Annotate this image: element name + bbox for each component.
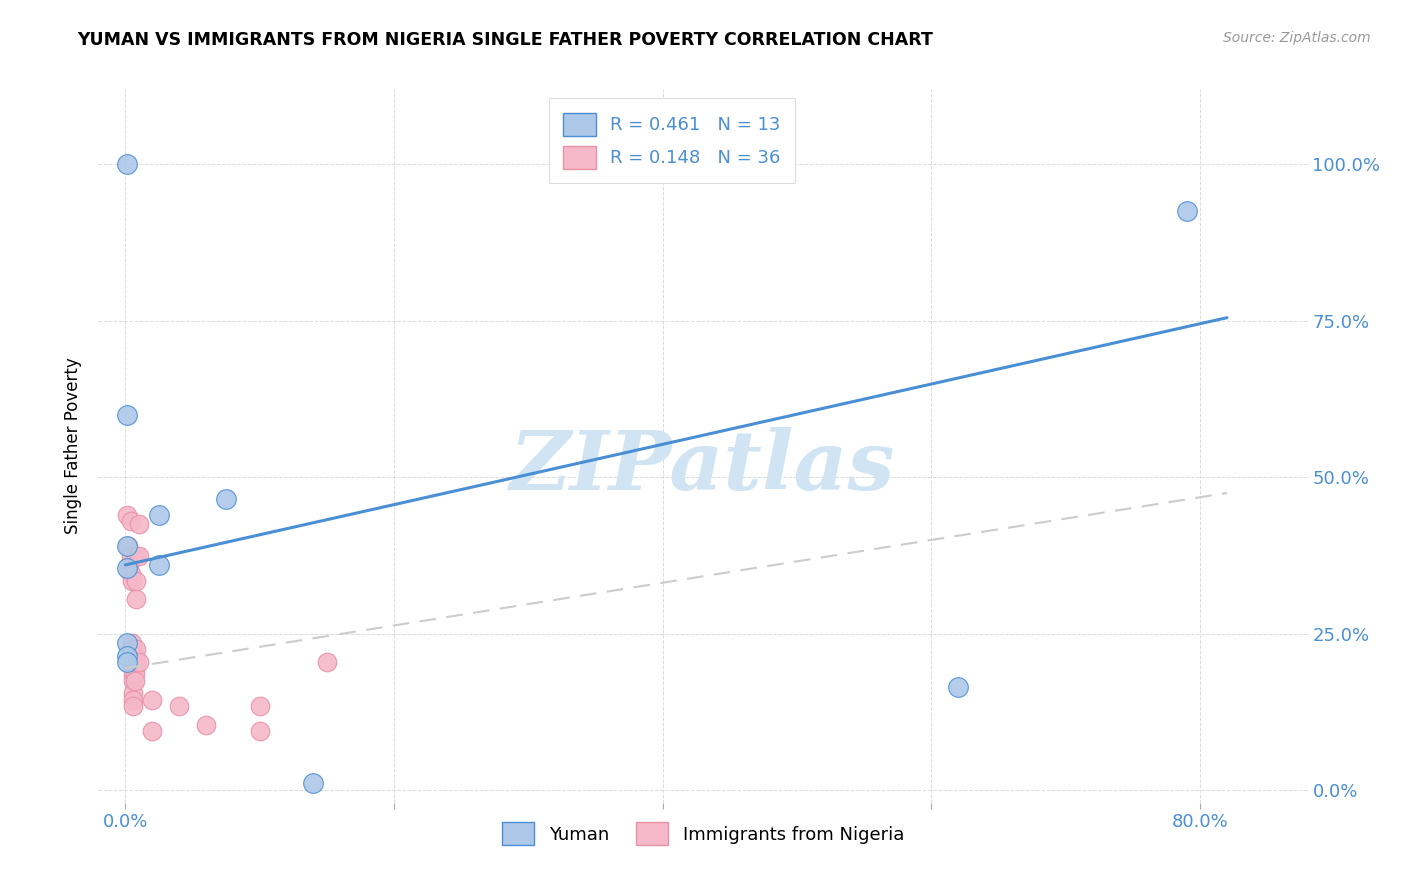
- Point: [115, 539, 138, 553]
- Point: [122, 667, 145, 681]
- Text: Source: ZipAtlas.com: Source: ZipAtlas.com: [1223, 31, 1371, 45]
- Point: [115, 648, 138, 663]
- Point: [122, 698, 145, 713]
- Point: [120, 514, 142, 528]
- Point: [141, 692, 163, 706]
- Point: [115, 508, 138, 522]
- Point: [115, 561, 138, 575]
- Point: [122, 661, 145, 675]
- Point: [125, 549, 148, 563]
- Point: [122, 673, 145, 688]
- Point: [121, 642, 143, 657]
- Point: [315, 655, 337, 669]
- Point: [117, 539, 139, 553]
- Point: [167, 698, 190, 713]
- Text: YUMAN VS IMMIGRANTS FROM NIGERIA SINGLE FATHER POVERTY CORRELATION CHART: YUMAN VS IMMIGRANTS FROM NIGERIA SINGLE …: [77, 31, 934, 49]
- Point: [121, 648, 143, 663]
- Point: [302, 776, 325, 790]
- Point: [128, 655, 150, 669]
- Point: [121, 574, 143, 588]
- Text: ZIPatlas: ZIPatlas: [510, 427, 896, 508]
- Point: [115, 636, 138, 650]
- Point: [115, 655, 138, 669]
- Point: [128, 517, 150, 532]
- Y-axis label: Single Father Poverty: Single Father Poverty: [65, 358, 83, 534]
- Point: [125, 592, 148, 607]
- Point: [125, 642, 148, 657]
- Point: [148, 558, 170, 572]
- Point: [1175, 204, 1198, 219]
- Point: [124, 661, 146, 675]
- Point: [125, 655, 148, 669]
- Point: [121, 655, 143, 669]
- Point: [215, 492, 238, 507]
- Point: [249, 723, 271, 738]
- Point: [124, 648, 146, 663]
- Point: [120, 567, 142, 582]
- Point: [115, 408, 138, 422]
- Point: [124, 673, 146, 688]
- Point: [118, 558, 141, 572]
- Point: [141, 723, 163, 738]
- Point: [120, 549, 142, 563]
- Point: [249, 698, 271, 713]
- Point: [122, 692, 145, 706]
- Point: [194, 717, 217, 731]
- Point: [948, 680, 970, 694]
- Point: [122, 686, 145, 700]
- Point: [115, 157, 138, 171]
- Point: [121, 636, 143, 650]
- Legend: Yuman, Immigrants from Nigeria: Yuman, Immigrants from Nigeria: [492, 814, 914, 855]
- Point: [128, 549, 150, 563]
- Point: [125, 574, 148, 588]
- Point: [124, 667, 146, 681]
- Point: [148, 508, 170, 522]
